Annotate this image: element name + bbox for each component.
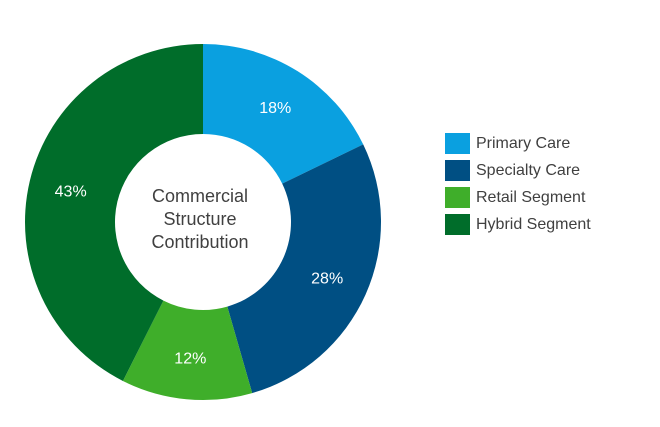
slice-label-retail-segment: 12%	[174, 350, 206, 367]
donut-slices	[24, 43, 381, 400]
legend-item-hybrid-segment[interactable]: Hybrid Segment	[445, 211, 591, 238]
legend-swatch-hybrid-segment	[445, 214, 470, 235]
slice-hybrid-segment[interactable]	[24, 43, 203, 381]
center-title-line-2: Structure	[163, 209, 236, 229]
legend-label-specialty-care: Specialty Care	[476, 161, 581, 179]
legend-item-primary-care[interactable]: Primary Care	[445, 130, 591, 157]
legend-swatch-retail-segment	[445, 187, 470, 208]
slice-label-primary-care: 18%	[259, 100, 291, 117]
legend-item-retail-segment[interactable]: Retail Segment	[445, 184, 591, 211]
slice-primary-care[interactable]	[203, 44, 364, 184]
legend-swatch-primary-care	[445, 133, 470, 154]
slice-specialty-care[interactable]	[227, 144, 381, 394]
center-title-line-3: Contribution	[151, 232, 248, 252]
slice-label-hybrid-segment: 43%	[55, 184, 87, 201]
center-title: Commercial Structure Contribution	[151, 186, 248, 252]
chart-legend: Primary Care Specialty Care Retail Segme…	[445, 130, 591, 238]
slice-labels: 18% 28% 12% 43%	[55, 100, 344, 368]
legend-swatch-specialty-care	[445, 160, 470, 181]
slice-label-specialty-care: 28%	[311, 270, 343, 287]
legend-item-specialty-care[interactable]: Specialty Care	[445, 157, 591, 184]
legend-label-hybrid-segment: Hybrid Segment	[476, 215, 591, 233]
legend-label-primary-care: Primary Care	[476, 134, 571, 152]
slice-retail-segment[interactable]	[122, 300, 253, 400]
center-title-line-1: Commercial	[152, 186, 248, 206]
legend-label-retail-segment: Retail Segment	[476, 188, 586, 206]
